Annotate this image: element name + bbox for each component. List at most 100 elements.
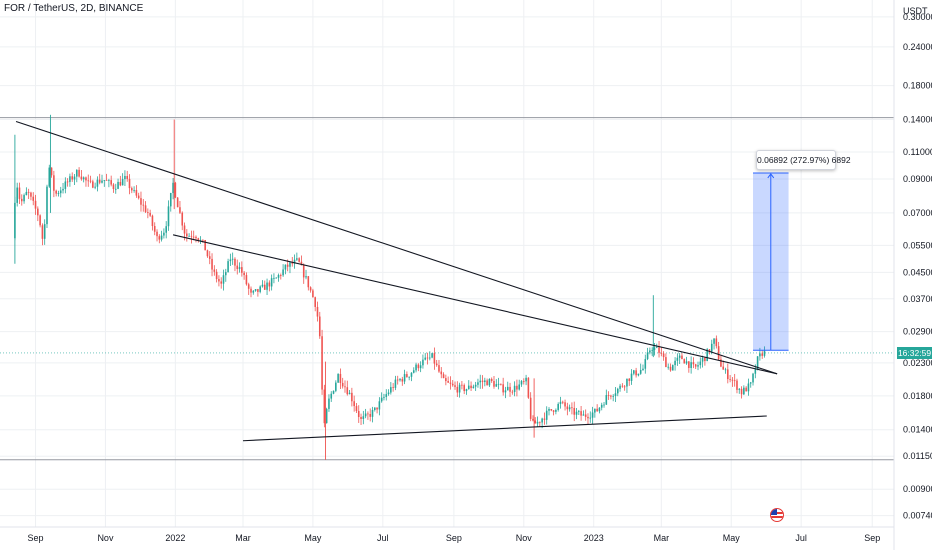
trendline[interactable] [242, 415, 767, 442]
candle-body [642, 368, 644, 371]
candle-body [502, 384, 504, 393]
currency-label: USDT [903, 6, 928, 16]
candle-body [252, 290, 255, 293]
candle-body [110, 180, 112, 185]
candle-body [291, 262, 294, 264]
candle-body [385, 394, 388, 397]
candle-body [124, 175, 126, 180]
candle-body [488, 378, 491, 386]
candle-body [580, 411, 582, 416]
candle-body [525, 377, 527, 382]
candle-body [733, 380, 736, 382]
candle-body [568, 407, 571, 410]
candle-body [300, 261, 303, 266]
candle-body [119, 181, 122, 186]
candle-body [692, 362, 695, 365]
candle-body [231, 258, 234, 260]
candle-body [486, 380, 488, 386]
time-tick-label: Jul [795, 533, 807, 543]
candle-body [435, 363, 438, 366]
candle-body [600, 404, 603, 408]
time-tick-label: Sep [28, 533, 44, 543]
candle-body [522, 381, 525, 382]
candle-body [701, 357, 704, 362]
measure-tool[interactable] [753, 172, 789, 351]
candle-body [108, 180, 110, 181]
horizontal-levels [0, 117, 894, 461]
candle-body [229, 259, 232, 262]
candle-body [227, 261, 229, 273]
candle-body [275, 277, 278, 279]
candle-body [18, 187, 21, 199]
candle-body [222, 275, 225, 284]
trendline[interactable] [172, 234, 778, 375]
candle-body [552, 410, 555, 412]
candle-body [527, 377, 530, 398]
candle-body [591, 412, 594, 418]
candle-body [442, 374, 445, 379]
candle-body [211, 258, 213, 270]
candle-body [69, 176, 71, 182]
candle-body [25, 191, 28, 196]
candle-body [575, 411, 578, 415]
candle-body [566, 406, 569, 410]
candle-body [699, 361, 702, 366]
candle-body [582, 414, 585, 416]
price-tick-label: 0.01150 [903, 451, 932, 461]
candle-body [16, 187, 18, 203]
candle-body [236, 265, 239, 269]
symbol-title[interactable]: FOR / TetherUS, 2D, BINANCE [4, 3, 144, 14]
candle-body [71, 176, 74, 180]
candle-body [176, 197, 179, 208]
candle-body [532, 418, 534, 421]
candle-body [144, 205, 147, 213]
trendlines[interactable] [15, 120, 778, 442]
candle-body [412, 370, 415, 373]
candle-body [346, 387, 349, 395]
candle-body [30, 192, 32, 197]
candle-body [296, 258, 298, 260]
candle-body [715, 338, 718, 347]
candle-body [392, 387, 394, 388]
candle-body [94, 186, 96, 188]
candle-body [266, 282, 268, 290]
candle-body [206, 250, 209, 257]
trendline[interactable] [15, 120, 778, 375]
candle-body [431, 353, 433, 358]
time-tick-label: Jul [377, 533, 389, 543]
us-flag-icon[interactable] [770, 508, 784, 522]
candle-body [662, 353, 665, 358]
time-tick-label: Nov [97, 533, 114, 543]
candle-body [557, 403, 559, 410]
candle-body [142, 204, 145, 206]
candle-body [550, 409, 553, 411]
candle-body [710, 343, 713, 352]
candle-body [280, 274, 282, 276]
candle-body [316, 306, 319, 317]
time-tick-label: Nov [516, 533, 533, 543]
candle-body [172, 182, 174, 193]
candle-body [261, 284, 264, 287]
candle-body [543, 418, 546, 420]
candle-body [513, 385, 516, 392]
candle-body [706, 349, 708, 362]
candle-body [539, 421, 541, 423]
candle-body [87, 180, 90, 182]
candle-body [174, 182, 177, 198]
candle-body [401, 379, 404, 382]
time-tick-label: Mar [654, 533, 670, 543]
candle-body [257, 289, 259, 292]
candle-body [433, 353, 436, 364]
candle-body [321, 336, 323, 390]
candle-body [674, 360, 676, 366]
candle-body [195, 236, 197, 239]
candle-body [621, 385, 624, 387]
candle-body [153, 226, 156, 232]
candle-body [747, 383, 750, 392]
candle-body [497, 383, 500, 385]
